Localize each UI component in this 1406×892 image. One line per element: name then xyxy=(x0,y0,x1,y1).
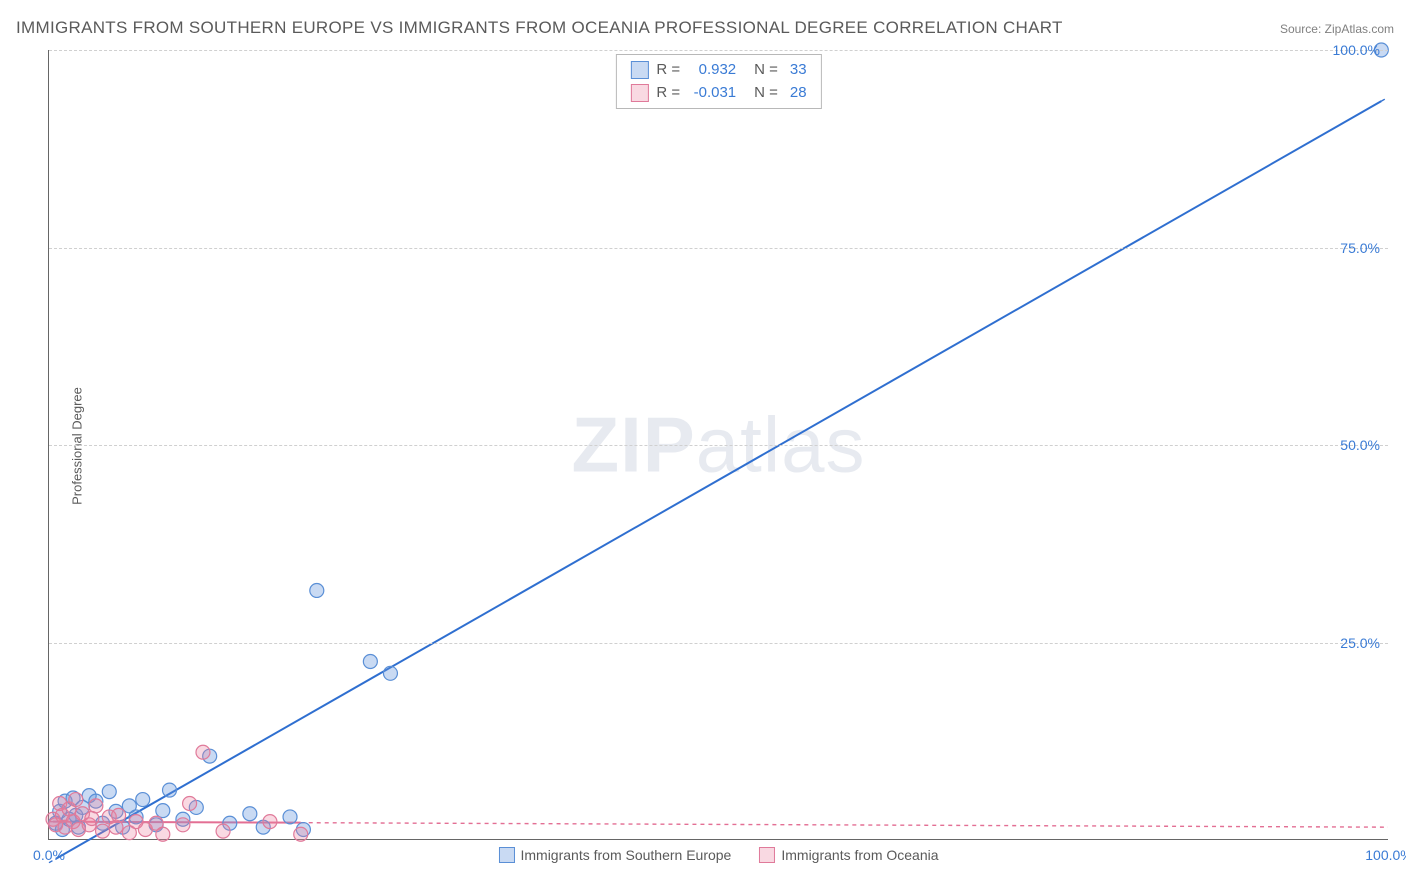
data-point xyxy=(85,811,99,825)
n-value-0: 33 xyxy=(790,59,807,82)
r-value-0: 0.932 xyxy=(688,59,736,82)
r-label-0: R = xyxy=(656,59,680,82)
legend-label-1: Immigrants from Oceania xyxy=(781,847,938,863)
ytick-label: 50.0% xyxy=(1340,437,1380,453)
data-point xyxy=(176,818,190,832)
legend-item-0: Immigrants from Southern Europe xyxy=(498,847,731,863)
trendline xyxy=(56,101,1382,859)
data-point xyxy=(294,827,308,841)
plot-area: ZIPatlas R = 0.932 N = 33 R = -0.031 N =… xyxy=(48,50,1388,840)
gridline xyxy=(49,50,1388,51)
data-point xyxy=(363,654,377,668)
data-point xyxy=(69,793,83,807)
data-point xyxy=(112,808,126,822)
source-attribution: Source: ZipAtlas.com xyxy=(1280,22,1394,36)
n-value-1: 28 xyxy=(790,82,807,105)
legend: Immigrants from Southern Europe Immigran… xyxy=(498,847,938,863)
legend-label-0: Immigrants from Southern Europe xyxy=(520,847,731,863)
data-point xyxy=(183,797,197,811)
r-label-1: R = xyxy=(656,82,680,105)
legend-swatch-1 xyxy=(759,847,775,863)
data-point xyxy=(156,827,170,841)
ytick-label: 75.0% xyxy=(1340,240,1380,256)
stats-row-1: R = -0.031 N = 28 xyxy=(630,82,806,105)
data-point xyxy=(383,666,397,680)
legend-item-1: Immigrants from Oceania xyxy=(759,847,938,863)
r-value-1: -0.031 xyxy=(688,82,736,105)
ytick-label: 25.0% xyxy=(1340,635,1380,651)
data-point xyxy=(89,799,103,813)
data-point xyxy=(163,783,177,797)
ytick-label: 100.0% xyxy=(1333,42,1380,58)
data-point xyxy=(136,793,150,807)
data-point xyxy=(96,824,110,838)
legend-swatch-0 xyxy=(498,847,514,863)
xtick-label: 100.0% xyxy=(1365,847,1406,863)
swatch-series-1 xyxy=(630,84,648,102)
gridline xyxy=(49,445,1388,446)
data-point xyxy=(283,810,297,824)
data-point xyxy=(310,583,324,597)
data-point xyxy=(216,824,230,838)
n-label-0: N = xyxy=(754,59,778,82)
data-point xyxy=(196,745,210,759)
data-point xyxy=(156,804,170,818)
gridline xyxy=(49,643,1388,644)
chart-title: IMMIGRANTS FROM SOUTHERN EUROPE VS IMMIG… xyxy=(16,18,1063,38)
n-label-1: N = xyxy=(754,82,778,105)
trendline-extrapolate xyxy=(1381,97,1388,101)
data-point xyxy=(243,807,257,821)
xtick-label: 0.0% xyxy=(33,847,65,863)
stats-row-0: R = 0.932 N = 33 xyxy=(630,59,806,82)
trendline-extrapolate xyxy=(301,823,1388,827)
data-point xyxy=(102,785,116,799)
stats-box: R = 0.932 N = 33 R = -0.031 N = 28 xyxy=(615,54,821,109)
gridline xyxy=(49,248,1388,249)
swatch-series-0 xyxy=(630,61,648,79)
data-point xyxy=(263,815,277,829)
